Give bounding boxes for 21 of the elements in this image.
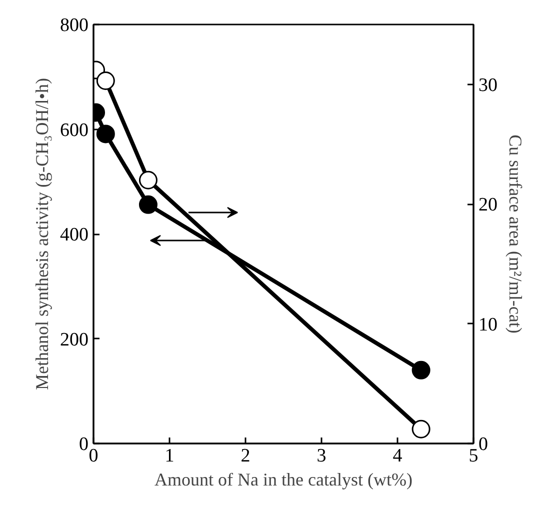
x-tick-label: 3 — [316, 446, 326, 466]
x-tick-label: 5 — [468, 446, 478, 466]
point — [96, 124, 115, 144]
point — [138, 195, 158, 214]
y2-tick-label: 20 — [478, 194, 498, 216]
y-tick-label: 600 — [60, 120, 88, 141]
x-tick-label: 1 — [164, 446, 174, 466]
y-axis-title: Methanol synthesis activity (g-CH₃OH/l•h) — [32, 78, 52, 390]
y-tick-label: 800 — [60, 15, 88, 36]
y2-tick-label: 30 — [478, 74, 498, 96]
y-tick-label: 200 — [60, 329, 88, 350]
point — [138, 170, 158, 190]
point — [96, 72, 115, 90]
x-tick-label: 2 — [240, 446, 250, 466]
x-axis-title: Amount of Na in the catalyst (wt%) — [154, 470, 412, 490]
y-tick-label: 400 — [60, 224, 88, 246]
point — [412, 360, 430, 380]
y2-tick-label: 10 — [478, 314, 498, 336]
point — [412, 420, 430, 438]
y2-axis-title: Cu surface area (m²/ml-cat) — [506, 134, 526, 334]
x-tick-label: 4 — [392, 446, 403, 466]
